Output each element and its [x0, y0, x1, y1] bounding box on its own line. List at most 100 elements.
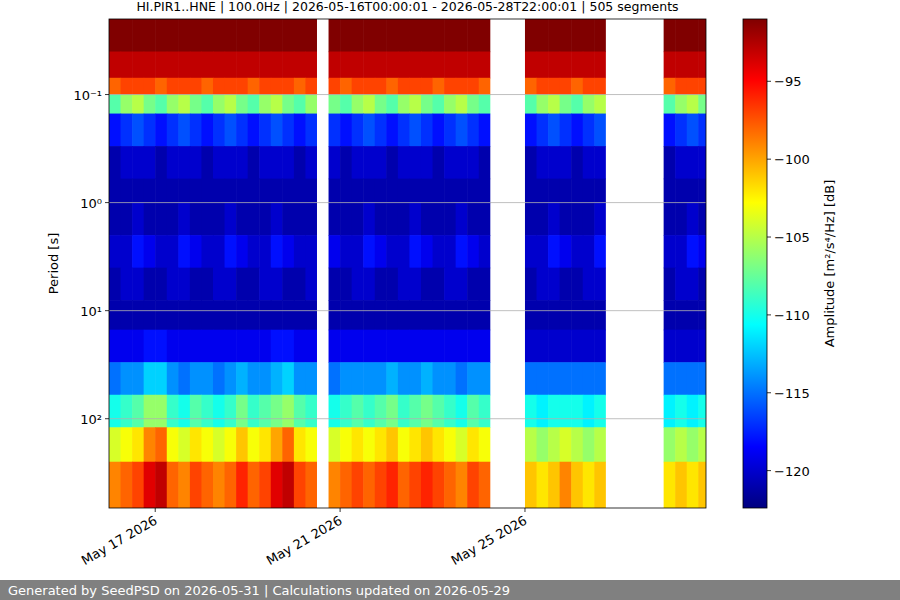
heatmap-cell	[144, 235, 156, 268]
heatmap-cell	[340, 330, 352, 363]
heatmap-cell	[329, 300, 341, 330]
heatmap-cell	[467, 203, 479, 236]
heatmap-cell	[456, 52, 468, 79]
heatmap-cell	[201, 330, 213, 363]
heatmap-cell	[560, 19, 572, 52]
heatmap-cell	[479, 19, 491, 52]
y-tick-label: 10²	[80, 412, 102, 427]
heatmap-cell	[259, 179, 271, 204]
heatmap-cell	[282, 427, 294, 462]
heatmap-cell	[190, 146, 202, 179]
heatmap-cell	[248, 268, 260, 301]
heatmap-cell	[467, 362, 479, 395]
heatmap-cell	[340, 203, 352, 236]
heatmap-cell	[282, 235, 294, 268]
heatmap-cell	[444, 330, 456, 363]
heatmap-cell	[421, 427, 433, 462]
heatmap-cell	[398, 427, 410, 462]
heatmap-cell	[201, 427, 213, 462]
heatmap-cell	[386, 146, 398, 179]
heatmap-cell	[248, 300, 260, 330]
heatmap-cell	[201, 362, 213, 395]
heatmap-cell	[583, 362, 595, 395]
heatmap-cell	[698, 114, 706, 147]
heatmap-cell	[363, 395, 375, 428]
heatmap-cell	[548, 146, 560, 179]
heatmap-cell	[282, 114, 294, 147]
heatmap-cell	[259, 95, 271, 115]
heatmap-cell	[155, 95, 167, 115]
heatmap-cell	[433, 179, 445, 204]
heatmap-cell	[467, 330, 479, 363]
heatmap-cell	[594, 19, 606, 52]
colorbar	[743, 19, 767, 508]
heatmap-cell	[109, 427, 121, 462]
heatmap-cell	[479, 179, 491, 204]
heatmap-cell	[675, 268, 687, 301]
heatmap-cell	[144, 179, 156, 204]
heatmap-cell	[398, 462, 410, 508]
heatmap-cell	[213, 95, 225, 115]
heatmap-cell	[305, 330, 317, 363]
heatmap-cell	[329, 330, 341, 363]
heatmap-cell	[201, 78, 213, 95]
heatmap-cell	[236, 235, 248, 268]
heatmap-cell	[409, 300, 421, 330]
heatmap-cell	[132, 462, 144, 508]
heatmap-cell	[363, 235, 375, 268]
heatmap-cell	[583, 395, 595, 428]
heatmap-cell	[363, 300, 375, 330]
heatmap-cell	[236, 300, 248, 330]
heatmap-cell	[178, 19, 190, 52]
heatmap-cell	[525, 95, 537, 115]
heatmap-cell	[698, 362, 706, 395]
heatmap-cell	[433, 362, 445, 395]
heatmap-cell	[398, 300, 410, 330]
heatmap-cell	[409, 462, 421, 508]
heatmap-cell	[121, 395, 133, 428]
heatmap-cell	[433, 114, 445, 147]
heatmap-cell	[537, 300, 549, 330]
heatmap-cell	[698, 235, 706, 268]
heatmap-cell	[421, 19, 433, 52]
heatmap-cell	[375, 330, 387, 363]
heatmap-cell	[433, 395, 445, 428]
heatmap-cell	[675, 362, 687, 395]
heatmap-cell	[213, 146, 225, 179]
heatmap-cell	[329, 362, 341, 395]
heatmap-cell	[421, 268, 433, 301]
heatmap-cell	[121, 179, 133, 204]
heatmap-cell	[109, 78, 121, 95]
heatmap-cell	[236, 52, 248, 79]
heatmap-cell	[525, 52, 537, 79]
heatmap-cell	[305, 146, 317, 179]
heatmap-cell	[583, 462, 595, 508]
heatmap-cell	[398, 395, 410, 428]
x-tick	[524, 508, 525, 512]
heatmap-cell	[190, 427, 202, 462]
heatmap-cell	[560, 362, 572, 395]
heatmap-cell	[132, 19, 144, 52]
y-axis-title: Period [s]	[46, 233, 61, 295]
heatmap-cell	[560, 114, 572, 147]
heatmap-cell	[352, 95, 364, 115]
heatmap-cell	[340, 179, 352, 204]
heatmap-cell	[386, 330, 398, 363]
heatmap-cell	[479, 330, 491, 363]
heatmap-cell	[386, 268, 398, 301]
heatmap-cell	[467, 427, 479, 462]
heatmap-cell	[421, 362, 433, 395]
heatmap-cell	[225, 300, 237, 330]
heatmap-cell	[155, 235, 167, 268]
heatmap-cell	[479, 235, 491, 268]
heatmap-cell	[236, 114, 248, 147]
heatmap-cell	[444, 268, 456, 301]
heatmap-cell	[525, 462, 537, 508]
heatmap-cell	[583, 300, 595, 330]
heatmap-cell	[583, 427, 595, 462]
heatmap-cell	[201, 395, 213, 428]
heatmap-cell	[121, 462, 133, 508]
heatmap-cell	[548, 268, 560, 301]
heatmap-cell	[664, 427, 676, 462]
heatmap-cell	[121, 362, 133, 395]
